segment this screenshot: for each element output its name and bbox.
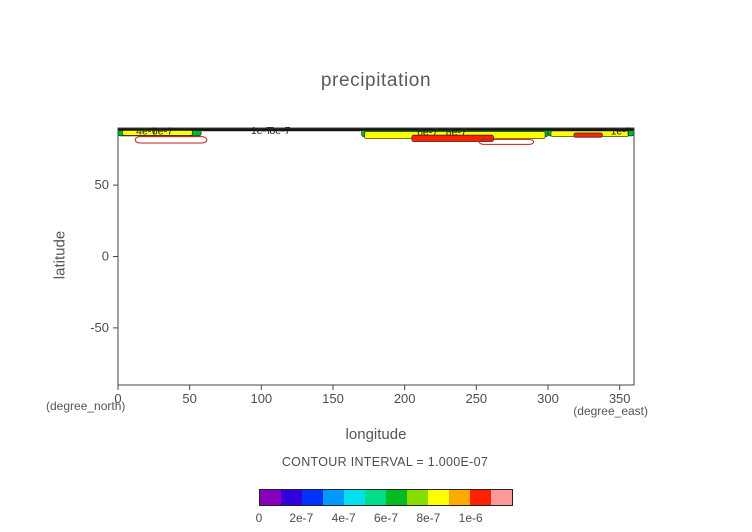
colorbar-tick-label: 4e-7 xyxy=(331,511,356,525)
contour-inline-label: 6e-7 xyxy=(417,126,438,138)
colorbar-cell xyxy=(491,490,512,505)
contour-inline-label: 8e-7 xyxy=(269,125,290,137)
contour-outline xyxy=(134,136,208,144)
x-axis-label: longitude xyxy=(345,426,407,443)
colorbar-tick-label: 1e-6 xyxy=(458,511,483,525)
colorbar-cell xyxy=(323,490,344,505)
chart-title: precipitation xyxy=(320,70,432,91)
colorbar-cell xyxy=(428,490,449,505)
contour-inline-label: 1e-7 xyxy=(611,126,632,138)
x-tick-label: 350 xyxy=(609,391,631,406)
colorbar xyxy=(259,489,513,506)
x-tick-label: 300 xyxy=(537,391,559,406)
y-tick-label: 0 xyxy=(102,249,109,264)
x-tick-label: 50 xyxy=(182,391,196,406)
y-tick-label: -50 xyxy=(90,320,109,335)
axis-box xyxy=(117,127,635,386)
x-axis-units: (degree_east) xyxy=(573,404,648,418)
colorbar-tick-label: 8e-7 xyxy=(416,511,441,525)
colorbar-tick-labels: 0 2e-7 4e-7 6e-7 8e-7 1e-6 xyxy=(255,511,513,526)
contour-inline-label: 1e-7 xyxy=(251,125,272,137)
contour-interval-label: CONTOUR INTERVAL = 1.000E-07 xyxy=(281,455,489,469)
colorbar-tick-label: 2e-7 xyxy=(289,511,314,525)
colorbar-cell xyxy=(344,490,365,505)
colorbar-cell xyxy=(449,490,470,505)
colorbar-cell xyxy=(281,490,302,505)
colorbar-tick-label: 6e-7 xyxy=(373,511,399,525)
x-tick-label: 150 xyxy=(322,391,344,406)
colorbar-cell xyxy=(260,490,281,505)
colorbar-tick-label: 0 xyxy=(255,511,263,525)
x-tick-label: 250 xyxy=(465,391,487,406)
colorbar-cell xyxy=(365,490,386,505)
contour-inline-label: 8e-7 xyxy=(446,126,467,138)
y-axis-units: (degree_north) xyxy=(46,399,126,413)
colorbar-cell xyxy=(407,490,428,505)
x-tick-label: 100 xyxy=(250,391,272,406)
colorbar-cell xyxy=(302,490,323,505)
contour-fill-region xyxy=(411,134,494,142)
contour-inline-label: 6e-7 xyxy=(152,126,173,138)
colorbar-cell xyxy=(386,490,407,505)
x-tick-label: 200 xyxy=(394,391,416,406)
x-tick-label: 0 xyxy=(114,391,121,406)
contour-outline xyxy=(478,138,535,145)
contour-fill-region xyxy=(573,132,603,138)
contour-inline-label: 4e-7 xyxy=(136,126,157,138)
y-tick-label: 50 xyxy=(95,177,109,192)
colorbar-cell xyxy=(470,490,491,505)
